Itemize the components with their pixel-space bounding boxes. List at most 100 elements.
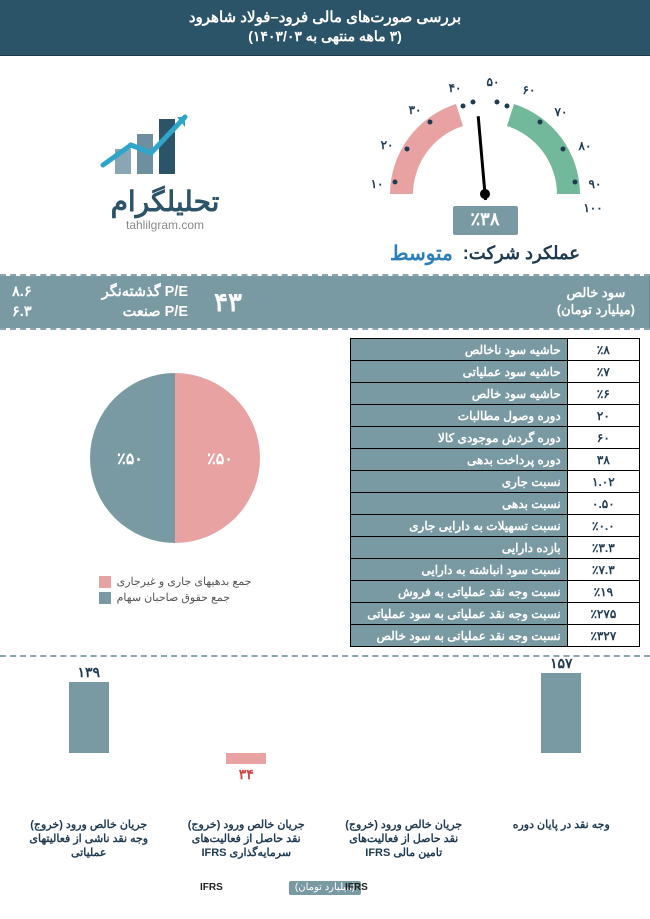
ratio-name: نسبت بدهی (351, 493, 568, 515)
cashflow-bar: ۱۵۷وجه نقد در پایان دوره (506, 663, 616, 813)
ratio-value: ٪۳۲۷ (567, 625, 639, 647)
ratio-row: ۲۰دوره وصول مطالبات (351, 405, 640, 427)
ratio-value: ٪۰.۰ (567, 515, 639, 537)
pie-legend: جمع بدهیهای جاری و غیرجاری جمع حقوق صاحب… (99, 572, 252, 607)
brand-name: تحلیلگرام (111, 185, 220, 218)
net-profit-unit: (میلیارد تومان) (557, 302, 635, 319)
metrics-section: سود خالص (میلیارد تومان) ۴۳ ۸.۶ P/E گذشت… (0, 276, 650, 330)
ratio-name: دوره پرداخت بدهی (351, 449, 568, 471)
bar-rect (541, 673, 581, 753)
ratio-value: ٪۶ (567, 383, 639, 405)
ratio-value: ٪۳.۳ (567, 537, 639, 559)
pe-industry-value: ۶.۳ (12, 304, 32, 320)
ratio-name: دوره گردش موجودی کالا (351, 427, 568, 449)
performance-value: متوسط (390, 241, 453, 266)
legend-swatch-0 (99, 576, 111, 588)
net-profit-value: ۴۳ (214, 287, 242, 318)
legend-1-label: جمع حقوق صاحبان سهام (117, 591, 230, 604)
ratio-name: نسبت وجه نقد عملیاتی به سود خالص (351, 625, 568, 647)
ratio-row: ٪۷حاشیه سود عملیاتی (351, 361, 640, 383)
svg-text:۵۰: ۵۰ (487, 75, 500, 89)
ratio-row: ٪۳.۳بازده دارایی (351, 537, 640, 559)
ratio-value: ٪۱۹ (567, 581, 639, 603)
svg-text:۳۰: ۳۰ (409, 103, 422, 117)
ratio-name: نسبت وجه نقد عملیاتی به فروش (351, 581, 568, 603)
ratio-name: نسبت سود انباشته به دارایی (351, 559, 568, 581)
pie-slice-1-text: ٪۵۰ (117, 451, 143, 468)
svg-text:۸۰: ۸۰ (578, 139, 592, 153)
bar-value: ۳۴ (191, 766, 301, 783)
performance-gauge: ۱۰ ۲۰ ۳۰ ۴۰ ۵۰ ۶۰ ۷۰ ۸۰ ۹۰ ۱۰۰ ٪۳۸ عملکرد شرک… (330, 64, 640, 266)
ratio-row: ۳۸دوره پرداخت بدهی (351, 449, 640, 471)
cashflow-bar: ۳۴جریان خالص ورود (خروج) نقد حاصل از فعا… (191, 663, 301, 813)
ratios-section: ٪۸حاشیه سود ناخالص٪۷حاشیه سود عملیاتی٪۶ح… (0, 330, 650, 657)
top-section: ۱۰ ۲۰ ۳۰ ۴۰ ۵۰ ۶۰ ۷۰ ۸۰ ۹۰ ۱۰۰ ٪۳۸ عملکرد شرک… (0, 56, 650, 276)
ratio-value: ۲۰ (567, 405, 639, 427)
pe-trailing-label: P/E گذشته‌نگر (102, 284, 188, 300)
report-header: بررسی صورت‌های مالی فرود–فولاد شاهرود (۳… (0, 0, 650, 56)
svg-text:۷۰: ۷۰ (554, 105, 568, 119)
ratio-row: ٪۳۲۷نسبت وجه نقد عملیاتی به سود خالص (351, 625, 640, 647)
ratio-name: حاشیه سود خالص (351, 383, 568, 405)
brand-domain: tahlilgram.com (126, 218, 204, 232)
pe-box: ۸.۶ P/E گذشته‌نگر ۶.۳ P/E صنعت (0, 276, 200, 328)
svg-text:۱۰۰: ۱۰۰ (583, 201, 602, 215)
gauge-score: ٪۳۸ (453, 206, 518, 235)
ratio-row: ۰.۵۰نسبت بدهی (351, 493, 640, 515)
legend-0-label: جمع بدهیهای جاری و غیرجاری (117, 575, 252, 588)
svg-text:۹۰: ۹۰ (589, 177, 602, 191)
performance-label: عملکرد شرکت: (463, 243, 580, 264)
cashflow-bars: ۱۵۷وجه نقد در پایان دوره جریان خالص ورود … (10, 663, 640, 813)
ratio-row: ۱.۰۲نسبت جاری (351, 471, 640, 493)
ratio-name: دوره وصول مطالبات (351, 405, 568, 427)
ifrs-tag-1: IFRS (200, 882, 223, 893)
bar-rect (69, 682, 109, 753)
ratio-row: ٪۷.۳نسبت سود انباشته به دارایی (351, 559, 640, 581)
ratio-value: ۱.۰۲ (567, 471, 639, 493)
ratio-name: بازده دارایی (351, 537, 568, 559)
pe-trailing-value: ۸.۶ (12, 284, 32, 300)
ratio-name: نسبت جاری (351, 471, 568, 493)
ratio-value: ٪۷ (567, 361, 639, 383)
ratio-value: ٪۲۷۵ (567, 603, 639, 625)
ratio-row: ۶۰دوره گردش موجودی کالا (351, 427, 640, 449)
ratio-row: ٪۸حاشیه سود ناخالص (351, 339, 640, 361)
net-profit-box: سود خالص (میلیارد تومان) ۴۳ (200, 276, 650, 328)
net-profit-label: سود خالص (557, 285, 635, 302)
ratio-value: ۶۰ (567, 427, 639, 449)
pe-industry-label: P/E صنعت (123, 304, 188, 320)
report-title: بررسی صورت‌های مالی فرود–فولاد شاهرود (4, 8, 646, 26)
ratio-row: ٪۱۹نسبت وجه نقد عملیاتی به فروش (351, 581, 640, 603)
ratio-name: حاشیه سود عملیاتی (351, 361, 568, 383)
cashflow-section: ۱۵۷وجه نقد در پایان دورهجریان خالص ورود … (0, 657, 650, 897)
ifrs-tag-2: IFRS (345, 882, 368, 893)
report-subtitle: (۳ ماهه منتهی به ۱۴۰۳/۰۳) (4, 28, 646, 45)
capital-structure-pie: ٪۵۰ ٪۵۰ جمع بدهیهای جاری و غیرجاری جمع ح… (10, 338, 340, 647)
svg-text:۲۰: ۲۰ (381, 138, 394, 152)
svg-text:۱۰: ۱۰ (371, 177, 384, 191)
ratio-value: ٪۸ (567, 339, 639, 361)
ratio-name: حاشیه سود ناخالص (351, 339, 568, 361)
ratio-value: ٪۷.۳ (567, 559, 639, 581)
ratio-row: ٪۰.۰نسبت تسهیلات به دارایی جاری (351, 515, 640, 537)
logo-icon (85, 99, 245, 189)
bar-rect (226, 753, 266, 764)
ratio-name: نسبت تسهیلات به دارایی جاری (351, 515, 568, 537)
bar-label: جریان خالص ورود (خروج) وجه نقد ناشی از ف… (29, 819, 149, 873)
cashflow-bar: ۱۳۹جریان خالص ورود (خروج) وجه نقد ناشی ا… (34, 663, 144, 813)
bar-value: ۱۵۷ (506, 655, 616, 672)
ratios-table: ٪۸حاشیه سود ناخالص٪۷حاشیه سود عملیاتی٪۶ح… (350, 338, 640, 647)
svg-text:۴۰: ۴۰ (449, 81, 462, 95)
bar-label: جریان خالص ورود (خروج) نقد حاصل از فعالی… (186, 819, 306, 873)
ratio-value: ۳۸ (567, 449, 639, 471)
cashflow-bar: جریان خالص ورود (خروج) نقد حاصل از فعالی… (349, 663, 459, 813)
ratio-name: نسبت وجه نقد عملیاتی به سود عملیاتی (351, 603, 568, 625)
performance-row: عملکرد شرکت: متوسط (390, 241, 580, 266)
ratio-row: ٪۶حاشیه سود خالص (351, 383, 640, 405)
ratio-value: ۰.۵۰ (567, 493, 639, 515)
brand-logo: تحلیلگرام tahlilgram.com (10, 99, 320, 232)
bar-label: جریان خالص ورود (خروج) نقد حاصل از فعالی… (344, 819, 464, 873)
bar-value: ۱۳۹ (34, 664, 144, 681)
svg-text:۶۰: ۶۰ (523, 83, 536, 97)
bar-label: وجه نقد در پایان دوره (501, 819, 621, 873)
